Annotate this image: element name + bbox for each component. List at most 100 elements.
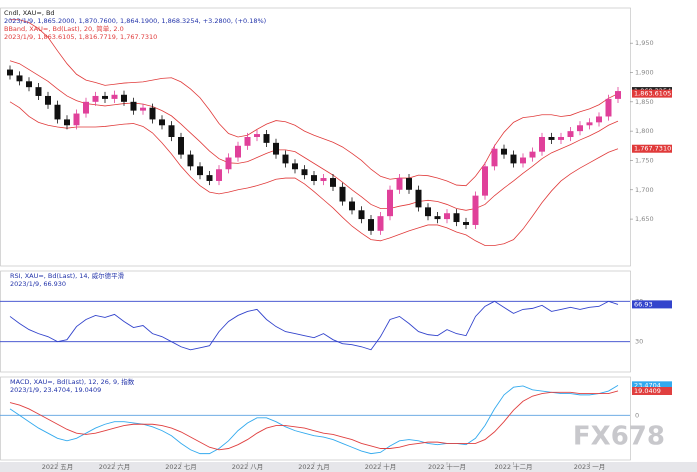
candle-body <box>26 81 32 88</box>
bollinger-band <box>9 101 619 246</box>
indicator-line <box>9 390 619 451</box>
value-tag: 1,767.7310 <box>634 145 671 153</box>
candle-body <box>320 178 327 181</box>
candle-body <box>472 195 479 225</box>
candle-body <box>567 131 574 137</box>
candle-body <box>140 107 146 111</box>
candle-body <box>463 222 469 225</box>
y-tick-label: 0 <box>635 411 639 419</box>
x-tick-label: 2022 九月 <box>298 462 330 471</box>
candle-body <box>216 169 222 181</box>
candle-body <box>311 175 317 181</box>
watermark: FX678 <box>573 422 665 452</box>
candle-body <box>339 186 346 202</box>
candle-body <box>377 216 384 231</box>
bollinger-band <box>9 60 619 211</box>
bollinger-band <box>10 19 619 187</box>
value-tag-box <box>632 386 672 395</box>
candle-body <box>45 95 51 105</box>
panel-frame <box>0 7 631 267</box>
candle-body <box>586 122 593 126</box>
candle-body <box>368 219 374 231</box>
candle-body <box>111 94 118 99</box>
candle-body <box>415 189 422 208</box>
candle-body <box>73 113 80 126</box>
x-tick-label: 2022 八月 <box>232 463 264 471</box>
candle-body <box>501 148 507 155</box>
candle-body <box>159 119 165 126</box>
candle-body <box>292 163 298 170</box>
candle-body <box>121 94 127 102</box>
y-tick-label: 1,700 <box>635 186 654 194</box>
x-tick-label: 2022 六月 <box>99 462 131 471</box>
candle-body <box>520 157 526 164</box>
candle-body <box>453 213 460 223</box>
candle-body <box>482 166 488 196</box>
candle-body <box>16 75 23 82</box>
candle-body <box>434 216 441 220</box>
y-tick-label: 1,900 <box>635 69 654 77</box>
candle-body <box>197 166 203 176</box>
candle-body <box>92 95 99 102</box>
candle-body <box>187 154 194 167</box>
candle-body <box>605 98 612 117</box>
candle-body <box>64 119 70 126</box>
y-tick-label: 30 <box>635 338 643 346</box>
panel-title: Cndl, XAU=, Bd <box>4 9 55 17</box>
candle-body <box>510 154 517 164</box>
candle-body <box>596 116 602 123</box>
candle-body <box>54 104 61 120</box>
y-tick-label: 1,800 <box>635 127 654 135</box>
x-tick-label: 2022 七月 <box>165 462 197 471</box>
candle-body <box>349 201 355 211</box>
candle-body <box>130 101 137 111</box>
candle-body <box>396 178 403 190</box>
candle-body <box>529 151 536 158</box>
value-tag: 19.0409 <box>634 387 661 395</box>
value-tag: 66.93 <box>634 300 653 308</box>
value-tag-box <box>632 381 672 390</box>
y-tick-label: 1,950 <box>635 39 654 47</box>
value-tag: 1,863.6105 <box>634 90 671 98</box>
panel-subtitle: 2023/1/9, 66.930 <box>10 280 66 288</box>
candle-body <box>254 134 260 137</box>
candle-body <box>83 101 89 114</box>
candle-body <box>235 145 241 158</box>
y-tick-label: 1,650 <box>635 215 654 223</box>
candle-body <box>35 87 42 96</box>
x-tick-label: 2023 一月 <box>574 463 606 471</box>
candle-body <box>548 137 555 140</box>
candle-body <box>7 69 13 76</box>
candle-body <box>149 107 156 120</box>
candle-body <box>491 148 498 167</box>
candle-body <box>425 207 431 217</box>
x-tick-label: 2022 五月 <box>42 463 74 471</box>
candle-body <box>558 137 564 140</box>
candle-body <box>282 154 289 164</box>
panel-frame <box>0 376 631 461</box>
y-tick-label: 1,750 <box>635 156 654 164</box>
panel-title: MACD, XAU=, Bd(Last), 12, 26, 9, 指数 <box>10 377 135 386</box>
candle-body <box>387 189 393 217</box>
candle-body <box>358 210 365 220</box>
value-tag: 23.4704 <box>634 381 661 389</box>
candle-body <box>406 178 412 190</box>
time-axis-strip <box>0 462 697 472</box>
candle-body <box>178 137 184 155</box>
candle-body <box>206 175 213 181</box>
candle-body <box>168 125 175 137</box>
candle-body <box>444 213 450 220</box>
value-tag-box <box>632 300 672 309</box>
indicator-line <box>9 384 619 455</box>
candle-body <box>539 137 545 152</box>
x-tick-label: 2022 十一月 <box>428 462 466 471</box>
candle-body <box>263 134 270 143</box>
value-tag-box <box>632 89 672 98</box>
panel-subtitle: 2023/1/9, 23.4704, 19.0409 <box>10 386 101 394</box>
value-tag-box <box>632 144 672 153</box>
x-tick-label: 2022 十二月 <box>494 462 532 471</box>
candle-body <box>330 178 336 187</box>
